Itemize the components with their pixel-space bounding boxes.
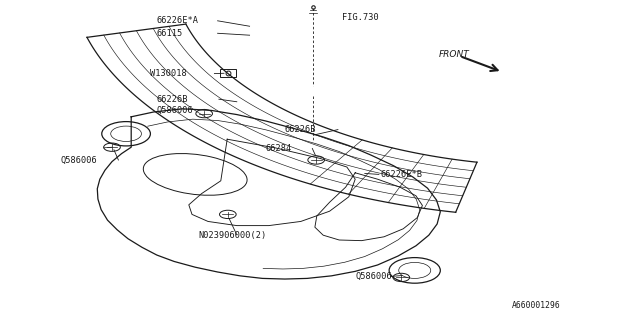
Text: W130018: W130018: [150, 69, 187, 78]
Bar: [220, 69, 236, 77]
Text: Q586006: Q586006: [355, 272, 392, 281]
Text: FIG.730: FIG.730: [342, 13, 379, 22]
Text: 66226E*B: 66226E*B: [381, 170, 423, 179]
Text: 66115: 66115: [157, 29, 183, 38]
Text: Q586006: Q586006: [157, 106, 193, 115]
Text: Q586006: Q586006: [61, 156, 97, 164]
Text: 66284: 66284: [266, 144, 292, 153]
Text: A660001296: A660001296: [512, 301, 561, 310]
Text: 66226B: 66226B: [285, 125, 316, 134]
Text: 66226E*A: 66226E*A: [157, 16, 199, 25]
Text: 66226B: 66226B: [157, 95, 188, 104]
Text: N023906000(2): N023906000(2): [198, 231, 267, 240]
Text: FRONT: FRONT: [438, 50, 469, 59]
